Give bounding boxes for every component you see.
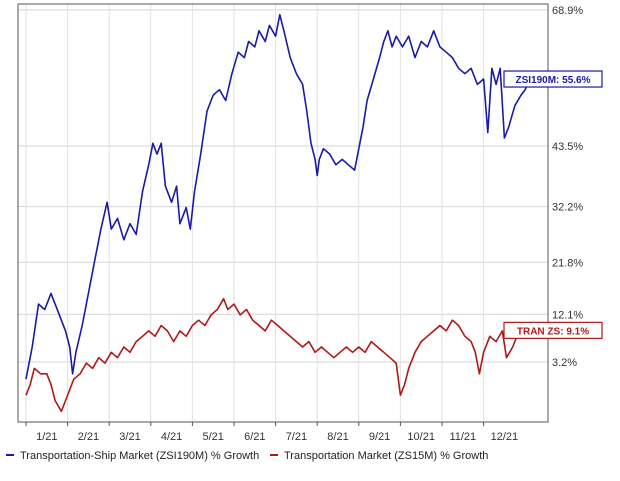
y-tick-label: 68.9% [552, 5, 583, 17]
x-tick-label: 2/21 [78, 431, 99, 443]
legend-item-1: Transportation-Ship Market (ZSI190M) % G… [6, 450, 259, 462]
x-axis: 1/21 2/21 3/21 4/21 5/21 6/21 7/21 8/21 9/21 10/2… [25, 422, 519, 443]
y-axis: 68.9% 43.5% 32.2% 21.8% 12.1% 3.2% [552, 5, 583, 369]
x-tick-label: 4/21 [161, 431, 182, 443]
y-tick-label: 32.2% [552, 202, 583, 214]
x-tick-label: 5/21 [202, 431, 223, 443]
legend-item-2: Transportation Market (ZS15M) % Growth [270, 450, 488, 462]
series-callout-2: TRAN ZS: 9.1% [503, 321, 603, 339]
callout-label: TRAN ZS: 9.1% [517, 326, 589, 337]
callout-box [503, 70, 603, 88]
legend-label: Transportation Market (ZS15M) % Growth [284, 450, 488, 462]
y-tick-label: 21.8% [552, 257, 583, 269]
legend: Transportation-Ship Market (ZSI190M) % G… [6, 450, 488, 462]
x-tick-label: 12/21 [491, 431, 519, 443]
x-tick-label: 9/21 [369, 431, 390, 443]
series-line-2 [25, 297, 531, 413]
series-layer [25, 13, 531, 413]
x-tick-label: 6/21 [244, 431, 265, 443]
y-tick-label: 3.2% [552, 357, 577, 369]
x-tick-label: 10/21 [407, 431, 435, 443]
x-tick-label: 7/21 [286, 431, 307, 443]
x-tick-label: 11/21 [449, 431, 476, 443]
y-tick-label: 43.5% [552, 141, 583, 153]
callouts: ZSI190M: 55.6% TRAN ZS: 9.1% [503, 70, 603, 339]
x-tick-label: 1/21 [36, 431, 57, 443]
x-tick-label: 8/21 [327, 431, 348, 443]
legend-label: Transportation-Ship Market (ZSI190M) % G… [20, 450, 259, 462]
callout-label: ZSI190M: 55.6% [515, 75, 590, 86]
y-tick-label: 12.1% [552, 309, 583, 321]
callout-box [503, 321, 603, 339]
series-line-1 [25, 13, 531, 380]
x-tick-label: 3/21 [119, 431, 140, 443]
series-callout-1: ZSI190M: 55.6% [503, 70, 603, 88]
plot-frame [17, 3, 549, 423]
